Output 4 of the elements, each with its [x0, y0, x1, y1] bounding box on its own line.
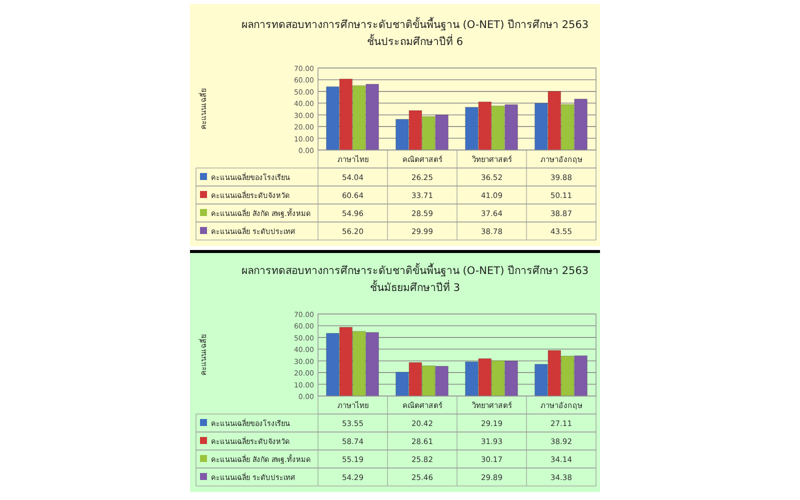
chart-subtitle: ชั้นมัธยมศึกษาปีที่ 3 [370, 280, 460, 294]
chart-subtitle: ชั้นประถมศึกษาปีที่ 6 [366, 34, 464, 48]
chart-title: ผลการทดสอบทางการศึกษาระดับชาติขั้นพื้นฐาน (O-NET) ปีการศึกษา 2563 [241, 17, 589, 31]
chart-title: ผลการทดสอบทางการศึกษาระดับชาติขั้นพื้นฐาน (O-NET) ปีการศึกษา 2563 [241, 263, 589, 277]
